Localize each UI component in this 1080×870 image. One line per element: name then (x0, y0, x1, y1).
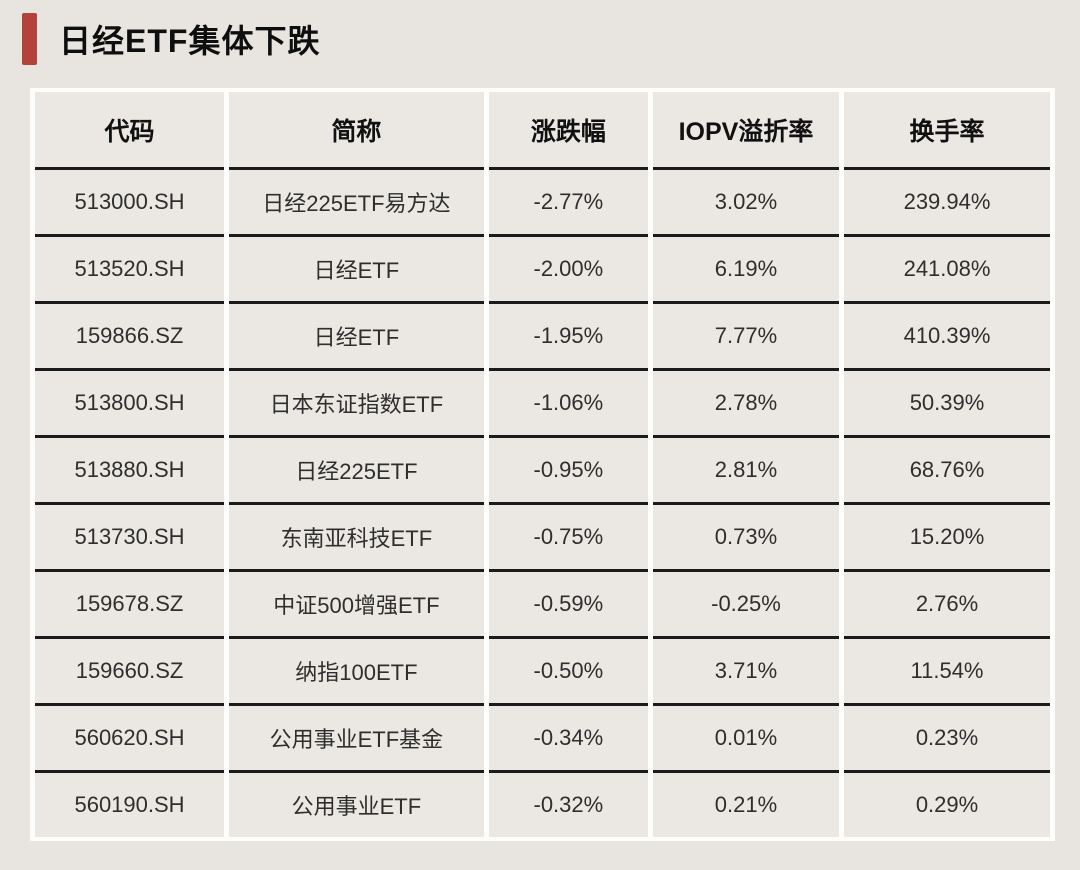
cell-iopv-premium: 2.78% (652, 371, 840, 438)
cell-turnover: 239.94% (844, 170, 1050, 237)
table-row: 159866.SZ 日经ETF -1.95% 7.77% 410.39% (35, 304, 1050, 371)
cell-change: -2.00% (488, 237, 648, 304)
cell-iopv-premium: 3.02% (652, 170, 840, 237)
etf-table: 代码 简称 涨跌幅 IOPV溢折率 换手率 513000.SH 日经225ETF易方达 -2… (30, 88, 1055, 841)
cell-iopv-premium: 0.01% (652, 706, 840, 773)
table-header-row: 代码 简称 涨跌幅 IOPV溢折率 换手率 (35, 92, 1050, 170)
column-header-turnover: 换手率 (844, 92, 1050, 170)
cell-name: 纳指100ETF (229, 639, 484, 706)
cell-change: -0.75% (488, 505, 648, 572)
cell-iopv-premium: 6.19% (652, 237, 840, 304)
cell-turnover: 50.39% (844, 371, 1050, 438)
cell-turnover: 2.76% (844, 572, 1050, 639)
cell-iopv-premium: 0.21% (652, 773, 840, 837)
column-header-name: 简称 (229, 92, 484, 170)
cell-name: 日本东证指数ETF (229, 371, 484, 438)
cell-turnover: 68.76% (844, 438, 1050, 505)
cell-code: 513800.SH (35, 371, 225, 438)
cell-iopv-premium: 2.81% (652, 438, 840, 505)
cell-code: 513000.SH (35, 170, 225, 237)
cell-change: -1.06% (488, 371, 648, 438)
table-row: 560190.SH 公用事业ETF -0.32% 0.21% 0.29% (35, 773, 1050, 837)
cell-name: 日经225ETF (229, 438, 484, 505)
page-title-row: 日经ETF集体下跌 (0, 0, 1080, 68)
column-header-change: 涨跌幅 (488, 92, 648, 170)
etf-table-grid: 代码 简称 涨跌幅 IOPV溢折率 换手率 513000.SH 日经225ETF易方达 -2… (30, 92, 1055, 837)
table-row: 513800.SH 日本东证指数ETF -1.06% 2.78% 50.39% (35, 371, 1050, 438)
cell-name: 日经225ETF易方达 (229, 170, 484, 237)
cell-code: 513880.SH (35, 438, 225, 505)
cell-code: 159866.SZ (35, 304, 225, 371)
cell-code: 560190.SH (35, 773, 225, 837)
cell-code: 159678.SZ (35, 572, 225, 639)
column-header-code: 代码 (35, 92, 225, 170)
cell-turnover: 410.39% (844, 304, 1050, 371)
cell-change: -0.59% (488, 572, 648, 639)
table-row: 513000.SH 日经225ETF易方达 -2.77% 3.02% 239.94% (35, 170, 1050, 237)
cell-iopv-premium: 3.71% (652, 639, 840, 706)
cell-turnover: 15.20% (844, 505, 1050, 572)
cell-code: 560620.SH (35, 706, 225, 773)
cell-name: 公用事业ETF基金 (229, 706, 484, 773)
cell-turnover: 241.08% (844, 237, 1050, 304)
cell-change: -0.50% (488, 639, 648, 706)
cell-iopv-premium: -0.25% (652, 572, 840, 639)
cell-change: -0.34% (488, 706, 648, 773)
cell-iopv-premium: 7.77% (652, 304, 840, 371)
table-row: 560620.SH 公用事业ETF基金 -0.34% 0.01% 0.23% (35, 706, 1050, 773)
cell-name: 公用事业ETF (229, 773, 484, 837)
cell-turnover: 0.29% (844, 773, 1050, 837)
cell-change: -0.95% (488, 438, 648, 505)
table-row: 513730.SH 东南亚科技ETF -0.75% 0.73% 15.20% (35, 505, 1050, 572)
cell-change: -1.95% (488, 304, 648, 371)
cell-name: 东南亚科技ETF (229, 505, 484, 572)
title-accent-bar (22, 13, 37, 65)
table-row: 513880.SH 日经225ETF -0.95% 2.81% 68.76% (35, 438, 1050, 505)
cell-code: 513730.SH (35, 505, 225, 572)
table-row: 159660.SZ 纳指100ETF -0.50% 3.71% 11.54% (35, 639, 1050, 706)
page-title: 日经ETF集体下跌 (59, 23, 321, 59)
cell-turnover: 0.23% (844, 706, 1050, 773)
cell-code: 159660.SZ (35, 639, 225, 706)
cell-name: 日经ETF (229, 304, 484, 371)
table-row: 159678.SZ 中证500增强ETF -0.59% -0.25% 2.76% (35, 572, 1050, 639)
cell-name: 中证500增强ETF (229, 572, 484, 639)
cell-change: -2.77% (488, 170, 648, 237)
table-row: 513520.SH 日经ETF -2.00% 6.19% 241.08% (35, 237, 1050, 304)
cell-name: 日经ETF (229, 237, 484, 304)
cell-code: 513520.SH (35, 237, 225, 304)
cell-iopv-premium: 0.73% (652, 505, 840, 572)
cell-change: -0.32% (488, 773, 648, 837)
cell-turnover: 11.54% (844, 639, 1050, 706)
column-header-iopv-premium: IOPV溢折率 (652, 92, 840, 170)
